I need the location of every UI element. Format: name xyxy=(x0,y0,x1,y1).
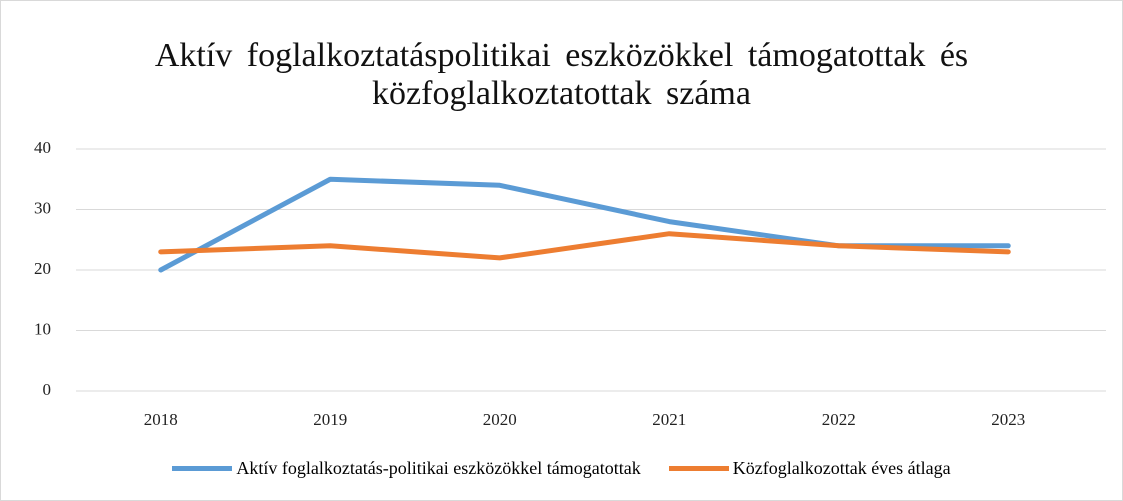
legend: Aktív foglalkoztatás-politikai eszközökk… xyxy=(1,458,1122,479)
chart-title: Aktív foglalkoztatáspolitikai eszközökke… xyxy=(154,37,969,112)
series-line xyxy=(158,176,1011,273)
y-tick-label: 20 xyxy=(34,259,51,278)
x-tick-label: 2020 xyxy=(483,410,517,429)
legend-label: Aktív foglalkoztatás-politikai eszközökk… xyxy=(236,458,641,478)
legend-swatch xyxy=(668,466,729,471)
series-line xyxy=(158,231,1011,261)
x-tick-label: 2021 xyxy=(652,410,686,429)
x-tick-label: 2022 xyxy=(822,410,856,429)
x-tick-label: 2019 xyxy=(313,410,347,429)
x-tick-label: 2023 xyxy=(991,410,1025,429)
legend-entry: Aktív foglalkoztatás-politikai eszközökk… xyxy=(172,458,641,479)
y-tick-label: 0 xyxy=(43,380,52,399)
x-tick-label: 2018 xyxy=(144,410,178,429)
legend-swatch xyxy=(172,466,233,471)
y-tick-label: 40 xyxy=(34,138,51,157)
legend-entry: Közfoglalkozottak éves átlaga xyxy=(668,458,951,479)
y-tick-label: 30 xyxy=(34,198,51,217)
legend-label: Közfoglalkozottak éves átlaga xyxy=(732,458,951,478)
y-tick-label: 10 xyxy=(34,319,51,338)
